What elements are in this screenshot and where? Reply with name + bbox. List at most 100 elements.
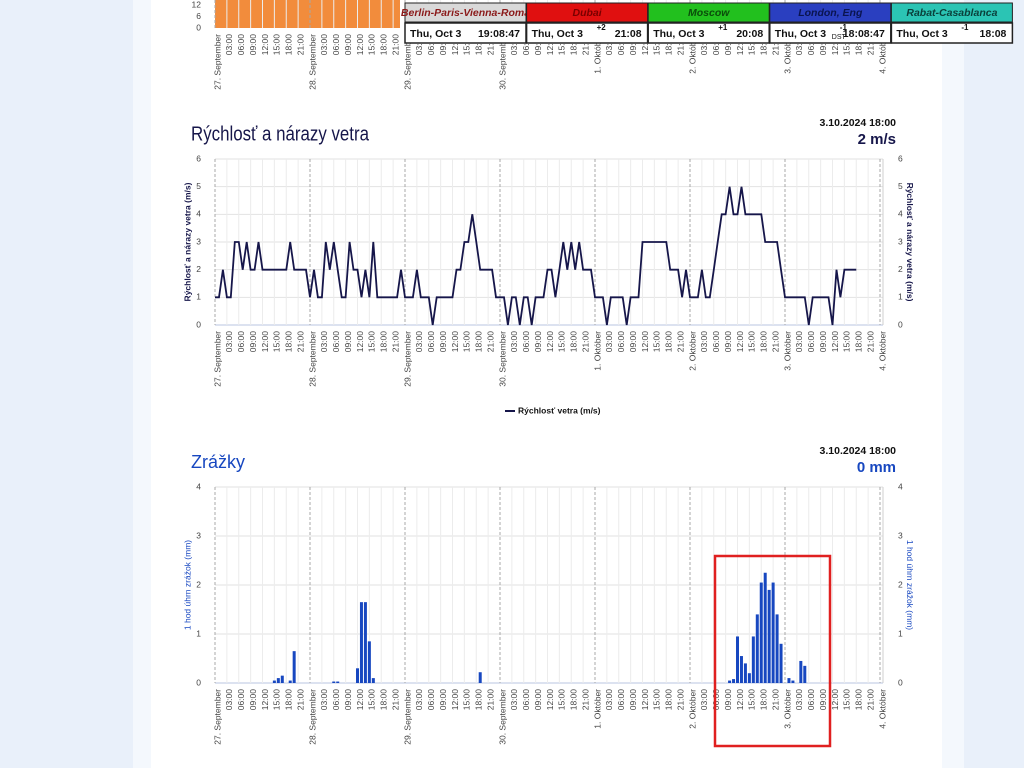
x-tick-label: 12:00 (640, 689, 650, 711)
bar (336, 681, 340, 683)
x-tick-label: 03:00 (509, 331, 519, 353)
bar (787, 678, 791, 683)
x-tick-label: 21:00 (865, 34, 875, 56)
x-tick-label: 06:00 (806, 331, 816, 353)
x-tick-label: 21:00 (580, 689, 590, 711)
x-tick-label: 09:00 (818, 331, 828, 353)
city: Berlin-Paris-Vienna-Roma (401, 7, 530, 19)
x-tick-label: 03:00 (319, 34, 329, 56)
x-tick-label: 09:00 (533, 331, 543, 353)
x-tick-label: 12:00 (830, 34, 840, 56)
x-tick-label: 03:00 (794, 331, 804, 353)
bar (747, 673, 751, 683)
x-tick-label: 30. September (497, 331, 507, 387)
city: Dubai (573, 7, 603, 19)
x-tick-label: 15:00 (652, 331, 662, 353)
x-tick-label: 03:00 (224, 331, 234, 353)
x-tick-label: 29. September (402, 689, 412, 745)
x-tick-label: 03:00 (604, 34, 614, 56)
x-tick-label: 06:00 (616, 689, 626, 711)
y-tick-label: 2 (196, 264, 201, 274)
x-tick-label: 06:00 (616, 331, 626, 353)
current-value: 2 m/s (858, 131, 896, 148)
x-tick-label: 18:00 (474, 34, 484, 56)
x-tick-label: 29. September (402, 331, 412, 387)
y-tick-label: 1 (196, 292, 201, 302)
x-tick-label: 03:00 (319, 689, 329, 711)
x-tick-label: 2. Október (687, 34, 697, 74)
current-value: 0 mm (857, 459, 896, 476)
bar (743, 663, 747, 683)
x-tick-label: 15:00 (842, 331, 852, 353)
bar (478, 672, 482, 683)
x-tick-label: 21:00 (770, 331, 780, 353)
x-tick-label: 09:00 (343, 331, 353, 353)
x-tick-label: 09:00 (438, 34, 448, 56)
x-tick-label: 06:00 (521, 331, 531, 353)
x-tick-label: 1. Október (592, 34, 602, 74)
clock-header (404, 2, 527, 23)
x-tick-label: 28. September (307, 331, 317, 387)
x-tick-label: 18:00 (664, 34, 674, 56)
chart-date: 3.10.2024 18:00 (820, 117, 897, 129)
y-tick-label: 6 (196, 153, 201, 163)
x-tick-label: 18:00 (284, 34, 294, 56)
y-axis-label: Rýchlosť a nárazy vetra (m/s) (905, 183, 915, 302)
x-tick-label: 21:00 (485, 331, 495, 353)
clock-header (526, 2, 649, 23)
x-tick-label: 06:00 (806, 34, 816, 56)
x-tick-label: 18:00 (854, 34, 864, 56)
clock-row (890, 22, 1014, 44)
offset: +1 (718, 23, 728, 32)
x-tick-label: 27. September (212, 689, 222, 745)
x-tick-label: 15:00 (747, 331, 757, 353)
x-tick-label: 21:00 (580, 34, 590, 56)
x-tick-label: 06:00 (521, 34, 531, 56)
x-tick-label: 06:00 (331, 331, 341, 353)
y-axis-label: 1 hod úhrn zrážok (mm) (905, 540, 915, 630)
x-tick-label: 3. Október (782, 689, 792, 729)
y-tick-label: 3 (898, 236, 903, 246)
x-tick-label: 15:00 (462, 34, 472, 56)
x-tick-label: 21:00 (770, 34, 780, 56)
x-tick-label: 03:00 (414, 689, 424, 711)
x-tick-label: 03:00 (699, 34, 709, 56)
x-tick-label: 21:00 (390, 34, 400, 56)
x-tick-label: 15:00 (842, 689, 852, 711)
bar (356, 668, 359, 683)
x-tick-label: 18:00 (284, 689, 294, 711)
x-tick-label: 03:00 (509, 689, 519, 711)
x-tick-label: 21:00 (485, 689, 495, 711)
bar (359, 602, 363, 683)
x-tick-label: 09:00 (248, 689, 258, 711)
bar (280, 675, 284, 683)
date: Thu, Oct 3 (775, 28, 826, 40)
y-tick-label: 0 (898, 677, 903, 687)
x-tick-label: 18:00 (759, 689, 769, 711)
x-tick-label: 12:00 (735, 331, 745, 353)
x-tick-label: 21:00 (580, 331, 590, 353)
x-tick-label: 15:00 (557, 34, 567, 56)
x-tick-label: 03:00 (224, 689, 234, 711)
date: Thu, Oct 3 (896, 28, 947, 40)
x-tick-label: 21:00 (675, 34, 685, 56)
x-tick-label: 18:00 (854, 689, 864, 711)
clock-header (890, 2, 1013, 23)
x-tick-label: 4. Október (877, 689, 887, 729)
bar (755, 614, 759, 683)
x-tick-label: 15:00 (272, 34, 282, 56)
x-tick-label: 21:00 (675, 689, 685, 711)
x-tick-label: 29. September (402, 34, 412, 90)
bar (767, 589, 771, 683)
bar (771, 582, 775, 683)
bar (799, 660, 803, 683)
dst: DST (832, 34, 847, 41)
x-tick-label: 12:00 (355, 331, 365, 353)
chart-title: Zrážky (191, 452, 245, 472)
bar (763, 572, 767, 683)
x-tick-label: 06:00 (711, 34, 721, 56)
x-tick-label: 18:00 (474, 689, 484, 711)
y-tick-label: 4 (898, 481, 903, 491)
y-tick-label: 6 (898, 153, 903, 163)
